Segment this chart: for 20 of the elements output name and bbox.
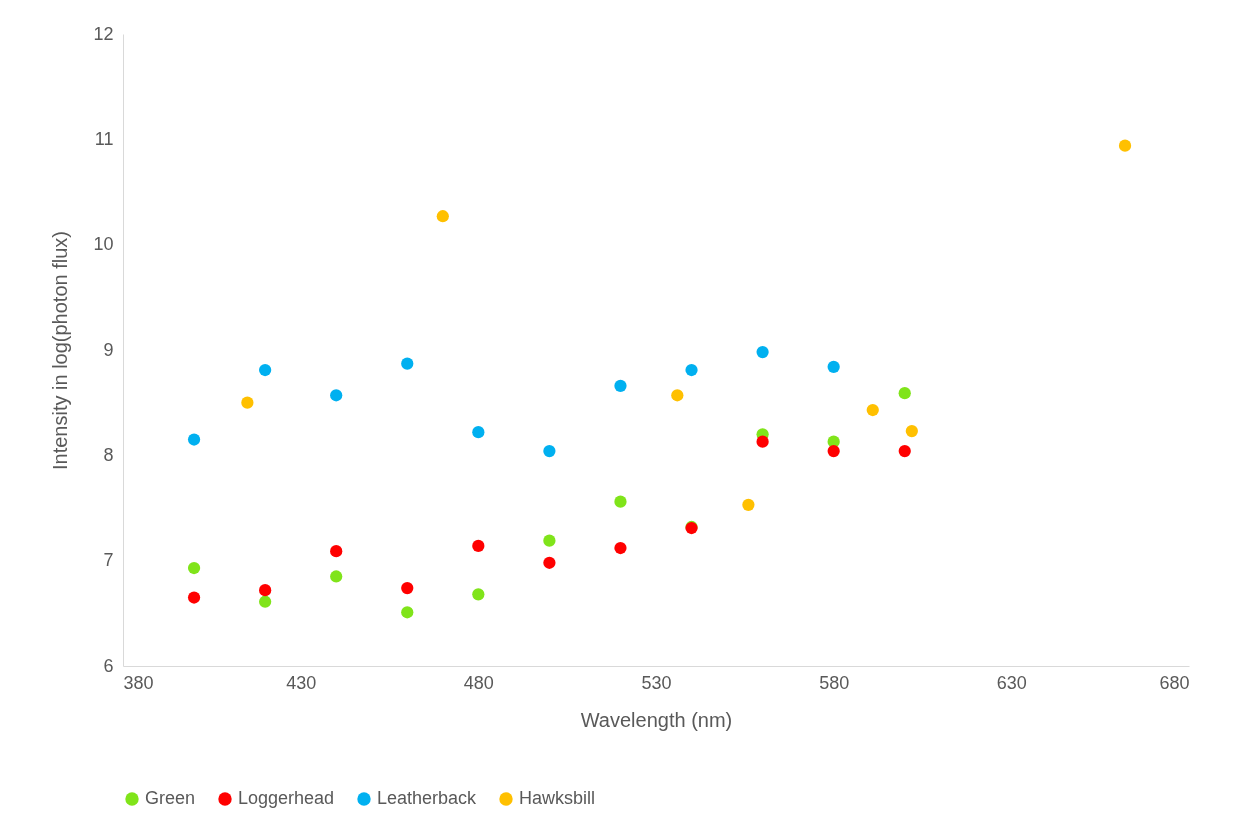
- y-axis-title: Intensity in log(photon flux): [49, 230, 72, 471]
- x-tick-label: 630: [996, 672, 1027, 693]
- y-tick-label: 8: [103, 444, 114, 465]
- x-tick-label: 380: [123, 672, 154, 693]
- y-tick-label: 6: [103, 655, 114, 676]
- legend-label: Loggerhead: [238, 788, 335, 808]
- legend-label: Leatherback: [377, 788, 478, 808]
- y-tick-label: 9: [103, 339, 114, 360]
- x-tick-label: 580: [819, 672, 850, 693]
- legend-label: Green: [145, 788, 196, 808]
- x-tick-label: 430: [286, 672, 317, 693]
- x-tick-label: 680: [1159, 672, 1190, 693]
- x-axis-title: Wavelength (nm): [580, 708, 733, 731]
- x-tick-label: 530: [641, 672, 672, 693]
- y-tick-label: 10: [93, 234, 114, 255]
- x-tick-label: 480: [463, 672, 494, 693]
- y-tick-label: 12: [93, 23, 114, 44]
- legend-label: Hawksbill: [519, 788, 596, 808]
- y-tick-label: 11: [94, 128, 114, 149]
- y-tick-label: 7: [103, 550, 114, 571]
